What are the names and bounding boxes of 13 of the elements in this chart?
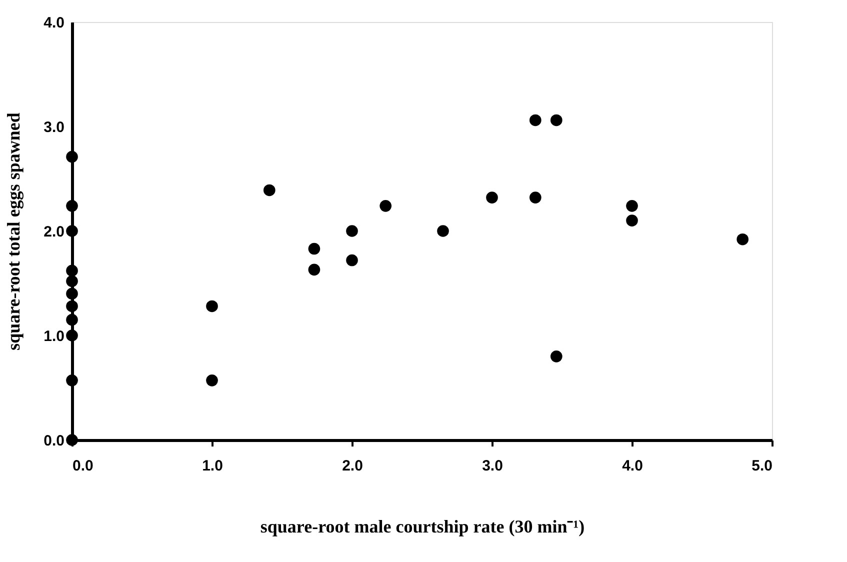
- x-tick-label: 1.0: [202, 458, 223, 474]
- y-tick-label: 0.0: [44, 432, 64, 450]
- y-tick-label: 4.0: [44, 14, 64, 32]
- x-tick-label: 4.0: [622, 458, 643, 474]
- x-axis-title: square-root male courtship rate (30 min⁻¹): [260, 516, 585, 536]
- y-tick-label: 1.0: [44, 328, 64, 345]
- y-tick-label: 3.0: [44, 119, 64, 136]
- y-axis-title: square-root total eggs spawned: [4, 112, 24, 350]
- x-tick-label: 5.0: [752, 458, 772, 474]
- x-tick-label: 3.0: [482, 458, 503, 474]
- x-tick-label: 2.0: [342, 458, 363, 474]
- y-tick-label: 2.0: [44, 224, 64, 240]
- x-tick-label: 0.0: [72, 458, 94, 474]
